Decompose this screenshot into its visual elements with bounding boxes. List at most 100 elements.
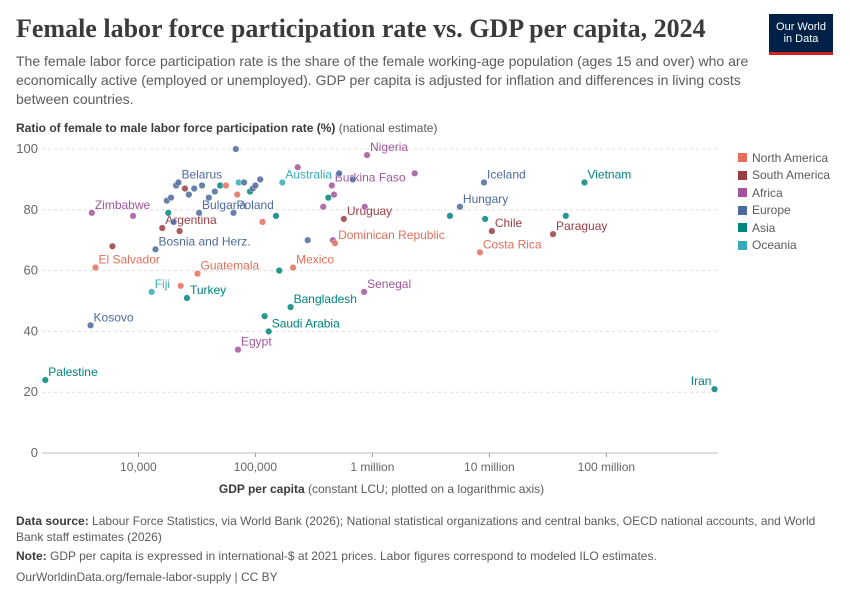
- x-tick-label: 1 million: [350, 460, 394, 474]
- point-label: Zimbabwe: [95, 198, 151, 212]
- legend-item[interactable]: Africa: [738, 184, 830, 202]
- data-point[interactable]: [294, 163, 302, 171]
- note-text: GDP per capita is expressed in internati…: [50, 549, 657, 563]
- data-point[interactable]: [190, 185, 198, 193]
- legend[interactable]: North America South America Africa Europe As…: [738, 149, 830, 254]
- data-point[interactable]: [87, 321, 95, 329]
- legend-item[interactable]: Europe: [738, 202, 830, 220]
- point-label: Iceland: [487, 167, 526, 181]
- data-point[interactable]: [361, 203, 369, 211]
- data-point[interactable]: [41, 376, 49, 384]
- y-tick-label: 80: [24, 202, 38, 217]
- data-point[interactable]: [232, 145, 240, 153]
- data-point[interactable]: [363, 151, 371, 159]
- data-point[interactable]: [176, 227, 184, 235]
- data-point[interactable]: [198, 181, 206, 189]
- y-tick-label: 40: [24, 323, 38, 338]
- data-point[interactable]: [340, 215, 348, 223]
- data-point[interactable]: [456, 203, 464, 211]
- y-axis-label-main: Ratio of female to male labor force part…: [16, 121, 336, 135]
- data-point[interactable]: [319, 203, 327, 211]
- data-point[interactable]: [272, 212, 280, 220]
- data-point[interactable]: [287, 303, 295, 311]
- point-label: Bangladesh: [294, 292, 357, 306]
- data-point[interactable]: [258, 218, 266, 226]
- data-point[interactable]: [240, 178, 248, 186]
- data-point[interactable]: [151, 245, 159, 253]
- data-point[interactable]: [174, 178, 182, 186]
- point-label: Iran: [691, 374, 712, 388]
- data-point[interactable]: [229, 209, 237, 217]
- legend-item[interactable]: Oceania: [738, 237, 830, 255]
- point-label: Palestine: [48, 365, 98, 379]
- data-point[interactable]: [710, 385, 718, 393]
- data-point[interactable]: [304, 236, 312, 244]
- logo-line-1: Our World: [776, 21, 826, 33]
- data-point[interactable]: [411, 169, 419, 177]
- data-point[interactable]: [261, 312, 269, 320]
- data-point[interactable]: [335, 169, 343, 177]
- point-label: Argentina: [165, 213, 217, 227]
- data-point[interactable]: [164, 209, 172, 217]
- data-point[interactable]: [324, 194, 332, 202]
- legend-item[interactable]: Asia: [738, 219, 830, 237]
- data-point[interactable]: [185, 191, 193, 199]
- y-axis-label-note: (national estimate): [338, 121, 438, 135]
- data-point[interactable]: [580, 178, 588, 186]
- data-point[interactable]: [331, 239, 339, 247]
- data-point[interactable]: [148, 288, 156, 296]
- data-point[interactable]: [349, 175, 357, 183]
- point-label: Uruguay: [347, 204, 392, 218]
- source-url[interactable]: OurWorldinData.org/female-labor-supply |…: [16, 570, 278, 584]
- data-point[interactable]: [549, 230, 557, 238]
- data-point[interactable]: [488, 227, 496, 235]
- data-point[interactable]: [562, 212, 570, 220]
- data-point[interactable]: [108, 242, 116, 250]
- data-point[interactable]: [328, 181, 336, 189]
- point-label: Poland: [236, 198, 273, 212]
- legend-label: Europe: [752, 203, 791, 218]
- data-point[interactable]: [177, 282, 185, 290]
- data-point[interactable]: [92, 264, 100, 272]
- source-label: Data source:: [16, 514, 89, 528]
- data-point[interactable]: [265, 327, 273, 335]
- data-point[interactable]: [129, 212, 137, 220]
- data-point[interactable]: [446, 212, 454, 220]
- data-point[interactable]: [481, 215, 489, 223]
- data-point[interactable]: [256, 175, 264, 183]
- y-tick-label: 20: [24, 384, 38, 399]
- point-label: Burkina Faso: [335, 170, 406, 184]
- data-point[interactable]: [480, 178, 488, 186]
- data-point[interactable]: [205, 194, 213, 202]
- point-label: Nigeria: [370, 140, 408, 154]
- data-point[interactable]: [181, 185, 189, 193]
- data-point[interactable]: [88, 209, 96, 217]
- point-label: Chile: [495, 216, 523, 230]
- data-point[interactable]: [360, 288, 368, 296]
- data-point[interactable]: [234, 346, 242, 354]
- data-point[interactable]: [193, 270, 201, 278]
- data-point[interactable]: [233, 191, 241, 199]
- data-point[interactable]: [476, 248, 484, 256]
- data-point[interactable]: [275, 267, 283, 275]
- data-point[interactable]: [211, 188, 219, 196]
- data-point[interactable]: [289, 264, 297, 272]
- point-label: Costa Rica: [483, 237, 542, 251]
- owid-logo[interactable]: Our World in Data: [769, 14, 833, 55]
- data-point[interactable]: [167, 194, 175, 202]
- legend-swatch: [738, 188, 747, 198]
- data-point[interactable]: [251, 181, 259, 189]
- x-tick-label: 100 million: [578, 460, 635, 474]
- data-point[interactable]: [195, 209, 203, 217]
- data-point[interactable]: [330, 191, 338, 199]
- data-point[interactable]: [158, 224, 166, 232]
- data-point[interactable]: [170, 218, 178, 226]
- data-point[interactable]: [183, 294, 191, 302]
- data-point[interactable]: [222, 181, 230, 189]
- point-label: Australia: [285, 167, 332, 181]
- legend-item[interactable]: North America: [738, 149, 830, 167]
- legend-item[interactable]: South America: [738, 167, 830, 185]
- data-point[interactable]: [278, 178, 286, 186]
- x-axis-label-main: GDP per capita: [218, 482, 305, 496]
